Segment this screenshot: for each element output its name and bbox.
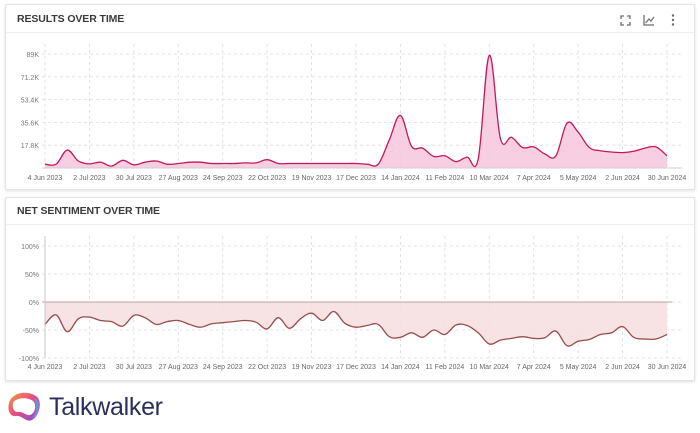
svg-text:7 Apr 2024: 7 Apr 2024 [517,175,551,182]
results-over-time-card: RESULTS OVER TIME 17.8K 35.6K 53.4K 71.2K 89… [5,4,695,190]
svg-text:10 Mar 2024: 10 Mar 2024 [470,364,509,371]
results-card-title: RESULTS OVER TIME [17,13,125,25]
results-area-chart: 17.8K 35.6K 53.4K 71.2K 89K 4 Jun 2023 2 Jul 2… [21,44,687,182]
svg-text:89K: 89K [27,52,40,59]
svg-text:2 Jul 2023: 2 Jul 2023 [73,175,105,182]
svg-text:35.6K: 35.6K [21,120,40,127]
svg-text:50%: 50% [25,272,39,279]
chart-type-button[interactable] [642,13,656,27]
net-sentiment-over-time-card: NET SENTIMENT OVER TIME -100% -50% 0% 50% 10… [5,197,695,381]
svg-text:2 Jun 2024: 2 Jun 2024 [605,175,640,182]
svg-text:-100%: -100% [19,356,39,363]
talkwalker-logo: Talkwalker [6,390,163,424]
svg-text:27 Aug 2023: 27 Aug 2023 [159,175,198,182]
more-vertical-icon [671,14,675,26]
svg-text:30 Jul 2023: 30 Jul 2023 [116,364,152,371]
svg-text:30 Jul 2023: 30 Jul 2023 [116,175,152,182]
svg-text:100%: 100% [21,244,39,251]
svg-text:2 Jul 2023: 2 Jul 2023 [73,364,105,371]
svg-text:22 Oct 2023: 22 Oct 2023 [248,175,286,182]
svg-text:5 May 2024: 5 May 2024 [560,175,597,182]
svg-text:19 Nov 2023: 19 Nov 2023 [292,364,332,371]
svg-text:30 Jun 2024: 30 Jun 2024 [648,364,687,371]
svg-text:24 Sep 2023: 24 Sep 2023 [203,364,243,371]
talkwalker-logo-icon [8,392,40,421]
card-header-divider [6,32,694,33]
svg-text:17 Dec 2023: 17 Dec 2023 [336,364,376,371]
svg-text:27 Aug 2023: 27 Aug 2023 [159,364,198,371]
svg-text:11 Feb 2024: 11 Feb 2024 [425,364,464,371]
svg-text:4 Jun 2023: 4 Jun 2023 [28,364,63,371]
svg-text:0%: 0% [29,300,39,307]
svg-text:71.2K: 71.2K [21,75,40,82]
svg-text:17.8K: 17.8K [21,143,40,150]
svg-text:5 May 2024: 5 May 2024 [560,364,597,371]
svg-text:14 Jan 2024: 14 Jan 2024 [381,175,420,182]
brand-name: Talkwalker [49,392,163,421]
svg-text:22 Oct 2023: 22 Oct 2023 [248,364,286,371]
fullscreen-icon [619,14,631,26]
svg-text:4 Jun 2023: 4 Jun 2023 [28,175,63,182]
card-header-divider [6,224,694,225]
more-options-button[interactable] [666,13,680,27]
svg-text:14 Jan 2024: 14 Jan 2024 [381,364,420,371]
net-sentiment-area-chart: -100% -50% 0% 50% 100% 4 Jun 2023 2 Jul 2023 30… [19,236,687,371]
sentiment-card-title: NET SENTIMENT OVER TIME [17,205,160,217]
svg-text:11 Feb 2024: 11 Feb 2024 [425,175,464,182]
svg-text:-50%: -50% [23,328,39,335]
svg-text:10 Mar 2024: 10 Mar 2024 [470,175,509,182]
line-chart-icon [643,15,655,26]
svg-text:2 Jun 2024: 2 Jun 2024 [605,364,640,371]
svg-text:24 Sep 2023: 24 Sep 2023 [203,175,243,182]
svg-text:7 Apr 2024: 7 Apr 2024 [517,364,551,371]
fullscreen-button[interactable] [618,13,632,27]
svg-text:30 Jun 2024: 30 Jun 2024 [648,175,687,182]
results-card-toolbar [618,13,680,27]
svg-text:17 Dec 2023: 17 Dec 2023 [336,175,376,182]
svg-text:19 Nov 2023: 19 Nov 2023 [292,175,332,182]
svg-text:53.4K: 53.4K [21,98,40,105]
